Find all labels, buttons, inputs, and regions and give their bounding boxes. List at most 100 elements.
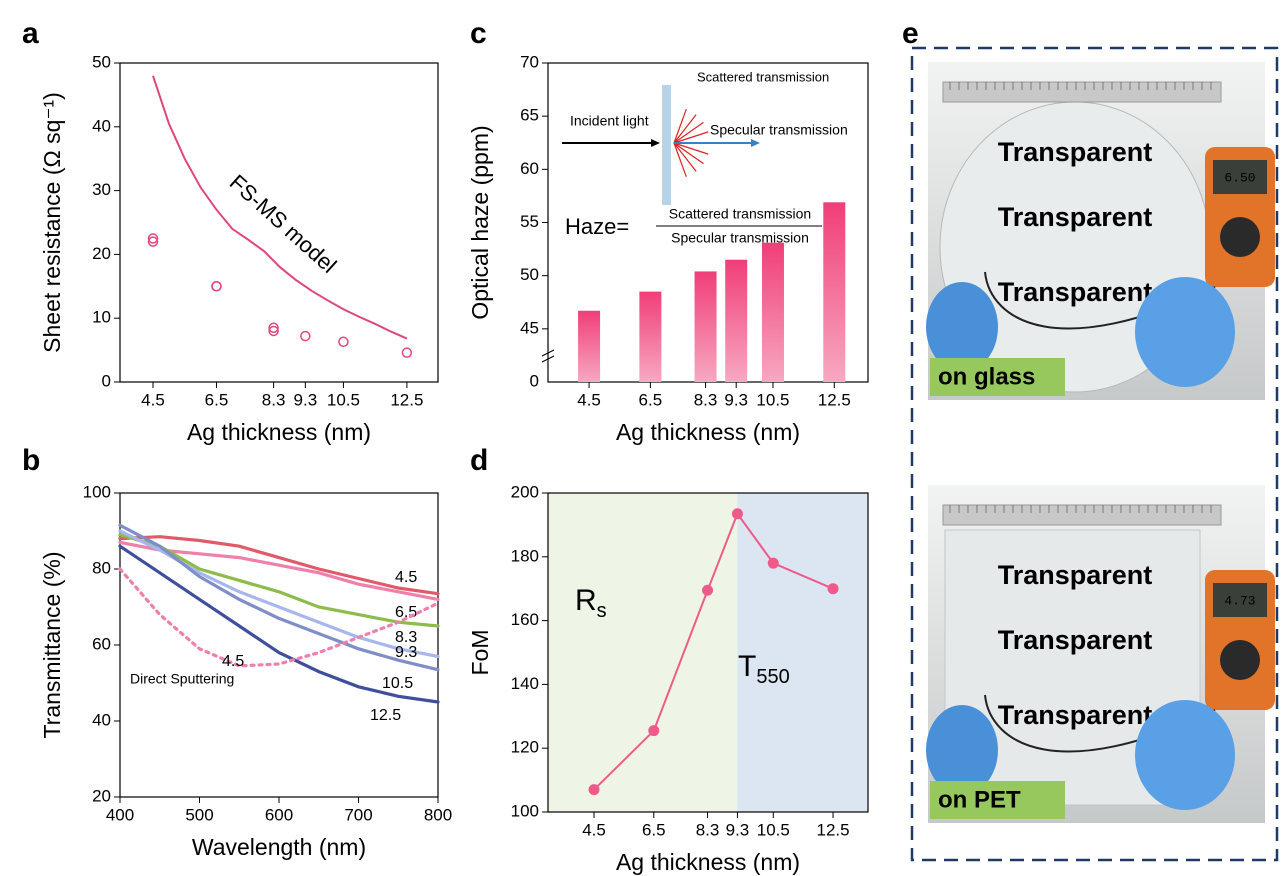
panel-label: c	[470, 17, 487, 50]
haze-denominator: Specular transmission	[671, 230, 809, 246]
glove	[926, 705, 998, 795]
ruler	[942, 81, 1222, 103]
data-point	[268, 325, 279, 337]
meter-dial	[1220, 640, 1260, 680]
x-tick-label: 12.5	[816, 820, 849, 839]
bar	[639, 291, 662, 382]
x-tick-label: 9.3	[294, 390, 318, 409]
data-point	[338, 336, 349, 348]
data-point	[702, 584, 714, 596]
data-point	[401, 347, 413, 358]
region-label: T550	[738, 650, 790, 688]
spectrum-line	[118, 567, 440, 668]
y-tick-label: 80	[92, 558, 111, 577]
x-axis-label: Wavelength (nm)	[192, 834, 366, 860]
x-tick-label: 6.5	[642, 820, 666, 839]
model-label: FS-MS model	[225, 169, 342, 278]
spectrum-line	[118, 533, 440, 628]
haze-numerator: Scattered transmission	[669, 206, 811, 222]
region-label-main: T	[738, 650, 756, 683]
photo-word: Transparent	[998, 277, 1153, 307]
meter-dial	[1220, 217, 1260, 257]
caption-box	[930, 781, 1065, 819]
scatter-arrow	[673, 131, 709, 144]
x-axis-label: Ag thickness (nm)	[187, 419, 371, 445]
data-point	[268, 322, 279, 334]
data-point	[300, 330, 311, 342]
region-label: Rs	[575, 584, 607, 622]
y-axis-label: Sheet resistance (Ω sq⁻¹)	[39, 92, 65, 353]
bar	[823, 202, 846, 382]
model-line	[152, 75, 408, 340]
data-point	[731, 508, 743, 520]
bar	[725, 259, 748, 382]
y-tick-label: 45	[520, 318, 539, 337]
bar	[694, 271, 717, 382]
y-axis-label: FoM	[467, 630, 493, 676]
x-tick-label: 700	[344, 805, 372, 824]
panel-label: a	[22, 17, 39, 50]
x-tick-label: 4.5	[577, 390, 601, 409]
ruler	[942, 504, 1222, 526]
data-point	[827, 583, 839, 595]
x-tick-label: 800	[424, 805, 452, 824]
x-tick-label: 8.3	[262, 390, 286, 409]
scatter-arrow	[673, 114, 697, 144]
photo-word: Transparent	[998, 560, 1153, 590]
y-tick-label: 60	[520, 159, 539, 178]
axis-break	[541, 349, 555, 363]
haze-formula: Haze=	[565, 214, 629, 239]
x-tick-label: 4.5	[141, 390, 165, 409]
fom-line	[593, 511, 834, 791]
y-tick-label: 120	[511, 738, 539, 757]
y-tick-label: 65	[520, 106, 539, 125]
arrow-head	[651, 139, 660, 147]
data-point	[147, 236, 159, 247]
scatter-arrow	[673, 121, 704, 144]
glove	[926, 282, 998, 372]
series-label: 8.3	[395, 629, 417, 646]
photo-caption: on glass	[938, 363, 1035, 390]
x-tick-label: 500	[185, 805, 213, 824]
y-tick-label: 100	[83, 482, 111, 501]
x-tick-label: 10.5	[756, 390, 789, 409]
scatter-arrow	[673, 142, 709, 155]
photo-word: Transparent	[998, 137, 1153, 167]
series-annotation: 4.5	[222, 653, 244, 670]
scatter-arrow	[673, 142, 697, 172]
x-tick-label: 10.5	[327, 390, 360, 409]
y-tick-label: 200	[511, 482, 539, 501]
y-tick-label: 55	[520, 212, 539, 231]
scatter-arrow	[673, 142, 687, 178]
x-tick-label: 8.3	[694, 390, 718, 409]
y-break-label: 0	[530, 371, 539, 390]
y-tick-label: 20	[92, 244, 111, 263]
y-axis-label: Transmittance (%)	[39, 551, 65, 738]
dashed-frame	[910, 46, 1279, 862]
y-tick-label: 140	[511, 674, 539, 693]
photo-word: Transparent	[998, 202, 1153, 232]
data-point	[588, 784, 600, 796]
data-point	[767, 557, 779, 569]
y-tick-label: 180	[511, 546, 539, 565]
y-tick-label: 10	[92, 308, 111, 327]
meter-screen	[1213, 160, 1267, 194]
scatter-arrow	[673, 108, 687, 144]
series-label: 10.5	[382, 675, 413, 692]
series-label: 12.5	[370, 707, 401, 724]
x-axis-label: Ag thickness (nm)	[616, 849, 800, 875]
y-tick-label: 40	[92, 116, 111, 135]
plot-frame	[119, 62, 439, 383]
region-label-sub: s	[597, 600, 607, 622]
glove	[1135, 700, 1235, 810]
x-tick-label: 4.5	[582, 820, 606, 839]
y-tick-label: 60	[92, 634, 111, 653]
y-tick-label: 40	[92, 710, 111, 729]
panel-label: d	[470, 444, 488, 477]
region-label-main: R	[575, 584, 597, 617]
caption-box	[930, 358, 1065, 396]
photo-word: Transparent	[998, 625, 1153, 655]
x-tick-label: 6.5	[639, 390, 663, 409]
panel-label: e	[902, 17, 919, 50]
